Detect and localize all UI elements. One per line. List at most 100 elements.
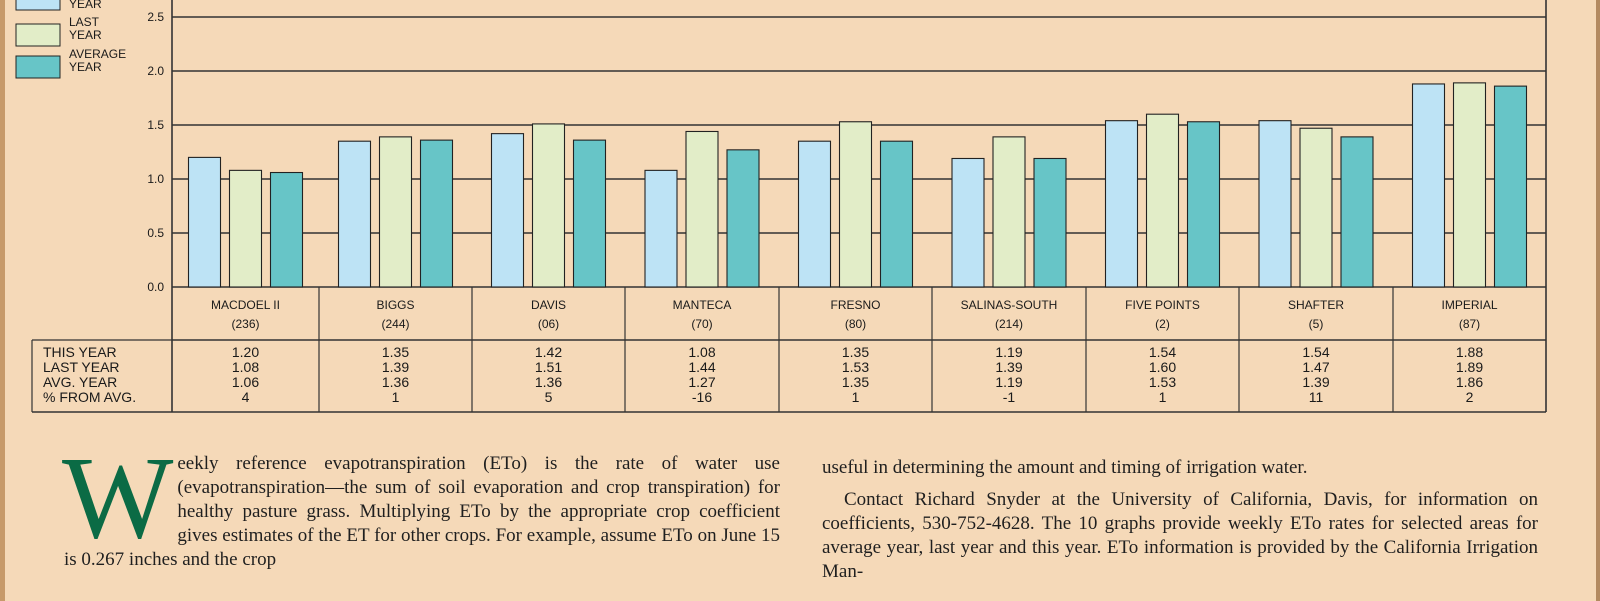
table-cell: 1.86 [1456,374,1483,390]
bar-avg-year-0 [269,171,304,288]
y-tick-label: 2.0 [147,64,164,78]
bar-avg-year-4 [879,140,914,288]
table-cell: 1.39 [995,359,1022,375]
article-paragraph-3: Contact Richard Snyder at the University… [822,489,1538,582]
category-code: (2) [1155,317,1170,331]
legend-swatch-this [15,0,61,11]
bar-last-year-5 [992,136,1026,288]
page-left-edge [0,0,5,601]
y-tick-label: 0.5 [147,226,164,240]
table-row-label: THIS YEAR [43,344,117,360]
table-cell: 1.08 [688,344,715,360]
legend-label-last: YEAR [69,28,102,42]
category-code: (5) [1309,317,1324,331]
bar-last-year-6 [1145,113,1180,288]
category-code: (06) [538,317,559,331]
table-cell: 1.36 [535,374,562,390]
table-cell: 1 [392,389,400,405]
table-cell: 1.39 [382,359,409,375]
article-paragraph-2: useful in determining the amount and tim… [822,457,1308,478]
bar-avg-year-7 [1340,136,1374,288]
bar-this-year-0 [187,156,222,288]
category-name: MACDOEL II [211,298,280,312]
y-tick-label: 0.0 [147,280,164,294]
table-cell: 1.42 [535,344,562,360]
category-code: (70) [691,317,712,331]
drop-cap: W [62,432,174,563]
table-cell: 1.35 [842,374,869,390]
bar-this-year-2 [490,133,525,288]
table-cell: 1.60 [1149,359,1176,375]
table-cell: 1.44 [688,359,715,375]
article-paragraph-1-text: eekly reference evapotranspiration (ETo)… [64,453,780,570]
table-cell: 5 [545,389,553,405]
bar-this-year-3 [644,169,678,288]
table-cell: 1.35 [382,344,409,360]
bar-this-year-5 [951,157,985,288]
bar-this-year-4 [797,140,832,288]
table-cell: 1.47 [1302,359,1329,375]
bar-last-year-2 [531,123,566,288]
bar-last-year-8 [1452,82,1487,288]
category-name: DAVIS [531,298,566,312]
table-cell: 1.89 [1456,359,1483,375]
legend-swatch-avg [15,55,61,79]
bar-this-year-7 [1258,120,1292,288]
table-cell: 1.39 [1302,374,1329,390]
table-cell: 4 [242,389,250,405]
table-cell: 2 [1466,389,1474,405]
bar-avg-year-8 [1493,85,1528,288]
y-tick-label: 1.5 [147,118,164,132]
legend-label-avg: AVERAGE [69,47,126,61]
bar-last-year-1 [378,136,413,288]
bar-avg-year-3 [726,149,760,288]
y-axis-ticks: 0.0 0.5 1.0 1.5 2.0 2.5 [147,10,164,294]
y-tick-label: 1.0 [147,172,164,186]
bar-last-year-4 [838,121,873,288]
table-cell: -16 [692,389,712,405]
bar-avg-year-2 [572,139,607,288]
article-right-column: useful in determining the amount and tim… [822,456,1538,592]
table-cell: 1.19 [995,374,1022,390]
bar-avg-year-6 [1186,121,1221,288]
bar-this-year-1 [337,140,372,288]
table-cell: 11 [1309,389,1324,405]
legend-label-last: LAST [69,15,100,29]
bar-this-year-6 [1104,120,1139,288]
category-name: FRESNO [830,298,880,312]
table-cell: 1.53 [1149,374,1176,390]
table-cell: 1.36 [382,374,409,390]
category-code: (87) [1459,317,1480,331]
category-code: (244) [381,317,409,331]
table-cell: 1.35 [842,344,869,360]
category-name: SALINAS-SOUTH [961,298,1058,312]
table-row-label: AVG. YEAR [43,374,117,390]
table-cell: 1.51 [535,359,562,375]
bar-last-year-7 [1299,127,1333,288]
table-cell: 1.54 [1149,344,1176,360]
chart-bars [187,82,1528,288]
table-cell: 1 [852,389,860,405]
legend-label-this: YEAR [69,0,102,11]
category-name: IMPERIAL [1441,298,1497,312]
category-code: (80) [845,317,866,331]
legend-swatch-last [15,23,61,47]
table-cell: 1.27 [688,374,715,390]
table-cell: 1 [1159,389,1167,405]
category-code: (236) [231,317,259,331]
table-cell: 1.06 [232,374,259,390]
table-cell: 1.53 [842,359,869,375]
y-tick-label: 2.5 [147,10,164,24]
table-cell: 1.54 [1302,344,1329,360]
table-cell: 1.08 [232,359,259,375]
bar-last-year-3 [685,130,719,288]
bar-avg-year-5 [1033,157,1067,288]
legend-label-avg: YEAR [69,60,102,74]
category-name: SHAFTER [1288,298,1344,312]
table-cell: 1.20 [232,344,259,360]
bar-avg-year-1 [419,139,454,288]
category-name: MANTECA [673,298,732,312]
table-cell: 1.88 [1456,344,1483,360]
